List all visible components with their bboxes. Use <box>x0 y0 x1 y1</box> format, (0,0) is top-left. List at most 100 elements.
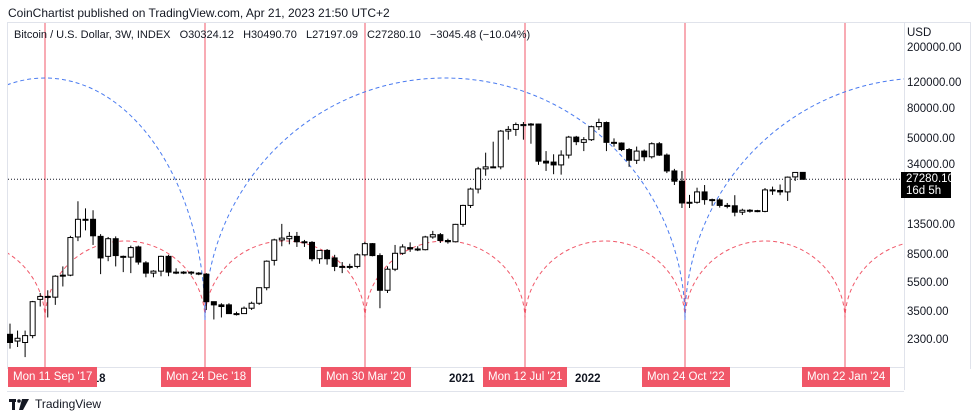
candle <box>558 154 565 166</box>
cycle-date-tag[interactable]: Mon 24 Oct '22 <box>642 367 730 387</box>
candle <box>376 255 383 291</box>
candle <box>595 122 602 128</box>
price-axis-label: 34000.00 <box>907 159 955 171</box>
candle <box>233 313 240 316</box>
legend-close: C27280.10 <box>367 29 421 41</box>
candle <box>173 271 180 274</box>
candle <box>611 141 617 144</box>
candle <box>535 123 542 162</box>
candle <box>527 123 534 126</box>
candle <box>648 143 655 158</box>
candle <box>618 142 625 151</box>
candle <box>392 252 399 270</box>
candle <box>384 268 391 291</box>
candle <box>225 304 232 315</box>
price-axis-unit: USD <box>907 27 932 39</box>
candle <box>195 272 202 275</box>
candle <box>369 243 376 257</box>
price-axis-label: 50000.00 <box>907 133 955 145</box>
candle <box>44 295 51 298</box>
price-axis-label: 5500.00 <box>907 277 949 289</box>
candle <box>241 307 248 315</box>
time-axis[interactable] <box>7 367 904 392</box>
chart-frame <box>7 22 971 369</box>
price-axis[interactable] <box>904 22 970 390</box>
candle <box>293 235 300 243</box>
candle <box>210 301 217 306</box>
candle <box>716 199 723 206</box>
candle <box>271 239 278 261</box>
candle <box>142 262 149 274</box>
candle <box>218 304 225 308</box>
candle <box>784 176 791 193</box>
candle <box>180 271 187 274</box>
legend-low: L27197.09 <box>305 29 358 41</box>
bar-countdown: 16d 5h <box>906 185 942 197</box>
candle <box>67 237 74 276</box>
candle <box>626 149 633 161</box>
candle <box>588 126 595 141</box>
candle <box>603 122 610 143</box>
candle <box>59 274 66 277</box>
cycle-date-tag[interactable]: Mon 22 Jan '24 <box>802 367 891 387</box>
red-cycle-arc <box>204 240 366 321</box>
tradingview-logo-icon <box>9 398 29 410</box>
legend-open: O30324.12 <box>179 29 234 41</box>
candle <box>709 199 716 202</box>
candle <box>694 191 701 203</box>
red-cycle-arc <box>8 252 46 321</box>
candle <box>769 189 776 192</box>
candle <box>158 255 164 272</box>
legend-symbol: Bitcoin / U.S. Dollar, 3W, INDEX <box>14 29 171 41</box>
candle <box>339 265 346 268</box>
candle <box>573 136 580 143</box>
candle <box>678 180 685 204</box>
candle <box>361 243 368 256</box>
legend-high: H30490.70 <box>243 29 297 41</box>
candle <box>739 209 746 213</box>
candle <box>762 189 768 212</box>
candle <box>512 124 519 130</box>
candle <box>497 130 504 168</box>
publisher-line: CoinChartist published on TradingView.co… <box>8 6 390 20</box>
candle <box>22 335 29 343</box>
candle <box>429 234 436 238</box>
candle <box>467 188 474 206</box>
legend-change: −3045.48 (−10.04%) <box>429 29 531 41</box>
candle <box>29 301 36 337</box>
cycle-lines <box>44 23 846 367</box>
price-axis-label: 13500.00 <box>907 219 955 231</box>
candle <box>565 136 572 156</box>
footer-brand[interactable]: TradingView <box>9 397 101 411</box>
price-axis-label: 8500.00 <box>907 249 949 261</box>
candle <box>686 201 693 204</box>
candle <box>641 150 648 158</box>
red-cycle-arc <box>524 240 686 321</box>
candle <box>105 238 112 257</box>
candle <box>724 204 731 207</box>
time-axis-year: 2021 <box>449 373 475 385</box>
cycle-date-tag[interactable]: Mon 12 Jul '21 <box>483 367 568 387</box>
candle <box>671 170 678 182</box>
candle <box>437 234 444 242</box>
candle <box>543 160 550 164</box>
candle <box>777 189 784 193</box>
cycle-date-tag[interactable]: Mon 11 Sep '17 <box>8 367 98 387</box>
candle <box>316 249 323 260</box>
candle <box>127 247 134 258</box>
candle <box>444 240 451 243</box>
candle <box>135 246 142 263</box>
candlesticks <box>7 118 806 358</box>
candle <box>656 143 663 156</box>
candle <box>14 337 21 342</box>
candle <box>505 128 512 132</box>
cycle-date-tag[interactable]: Mon 24 Dec '18 <box>161 367 252 387</box>
candle <box>746 209 753 212</box>
red-cycle-arc <box>364 240 526 321</box>
legend: Bitcoin / U.S. Dollar, 3W, INDEX O30324.… <box>14 29 536 41</box>
cycle-date-tag[interactable]: Mon 30 Mar '20 <box>321 367 411 387</box>
candle <box>475 168 482 190</box>
candle <box>346 265 353 268</box>
candle <box>731 205 738 213</box>
